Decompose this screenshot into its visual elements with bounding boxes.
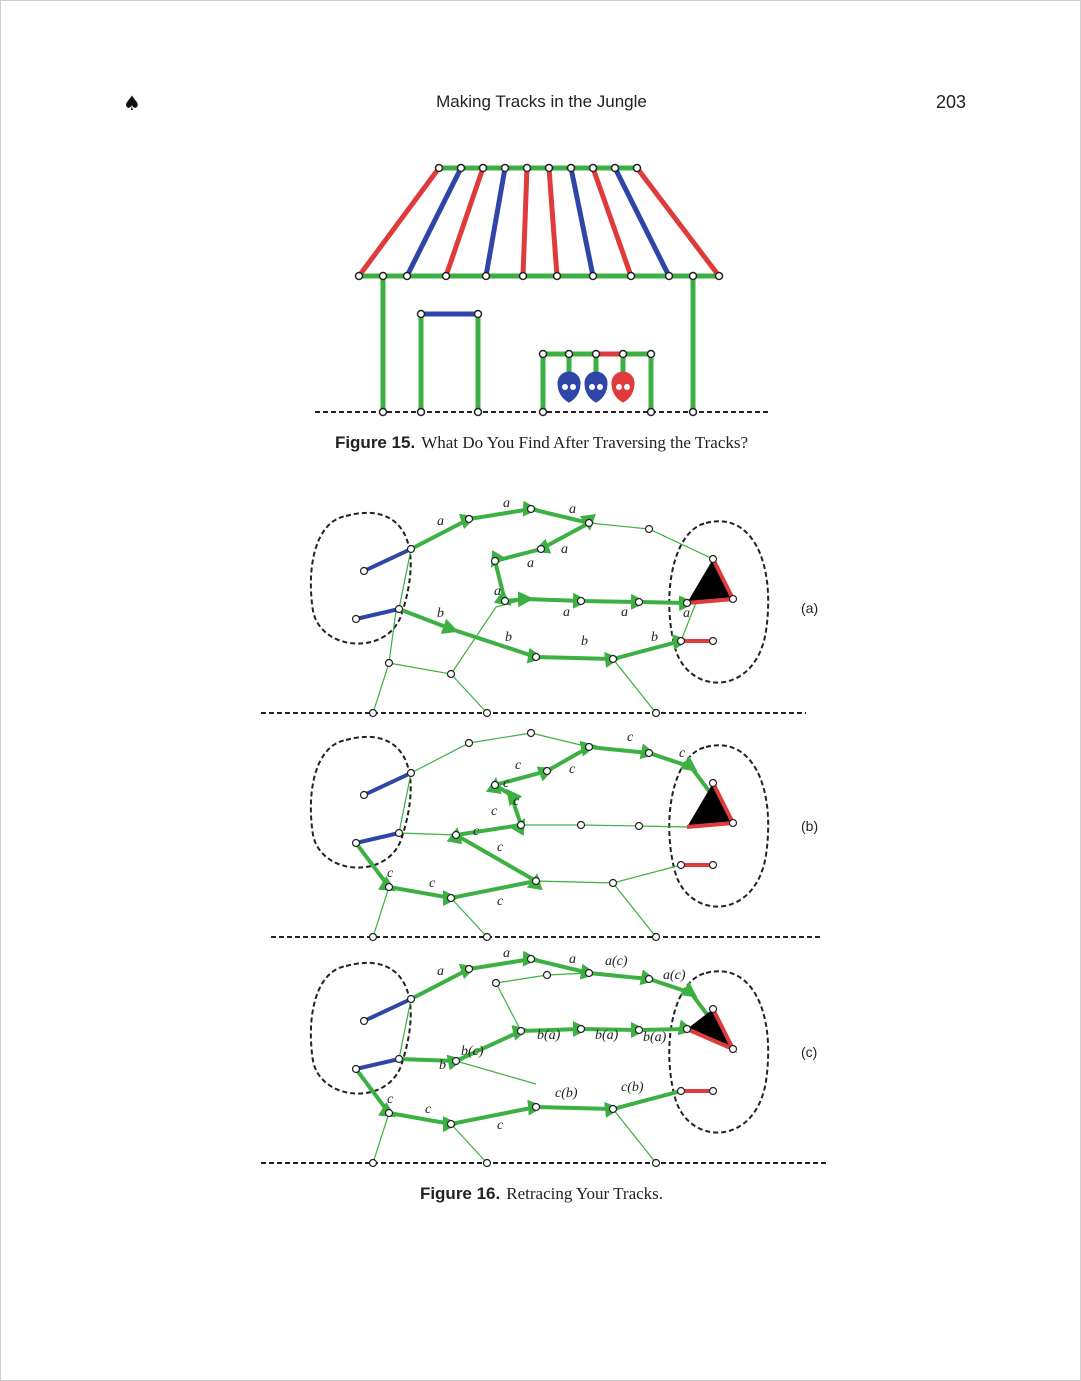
track-label: c: [387, 866, 394, 881]
panel-c: a a a a(c) a(c) b b(c) b(a) b(a) b(a) c(…: [261, 946, 826, 1168]
track-label: c: [497, 1118, 504, 1133]
track-label: a: [683, 606, 690, 621]
spade-icon: ♠: [123, 91, 141, 115]
track-label: a: [437, 964, 444, 979]
track-label: a: [527, 556, 534, 571]
track-label: c: [497, 840, 504, 855]
door: [418, 311, 481, 415]
rafter: [404, 165, 464, 279]
running-head: ♠ Making Tracks in the Jungle 203: [1, 91, 1081, 115]
panel-b: c c c c c c c c c c c c (b): [271, 728, 821, 942]
track-label: b(a): [643, 1030, 667, 1045]
track-label: c: [425, 1102, 432, 1117]
rafter: [612, 165, 672, 279]
track-label: b: [505, 630, 512, 645]
hanging-figures: [557, 371, 635, 403]
track-label: a: [561, 542, 568, 557]
rafter: [546, 165, 560, 279]
left-loop: [309, 511, 412, 645]
page-number: 203: [935, 92, 966, 112]
track-label: b(a): [537, 1028, 561, 1043]
rafter: [443, 165, 486, 279]
track-label: c: [627, 730, 634, 745]
track-label: b: [439, 1058, 446, 1073]
figure-15-text: What Do You Find After Traversing the Tr…: [421, 433, 749, 452]
track-label: c: [491, 804, 498, 819]
track-label: c: [497, 894, 504, 909]
figure-16-caption: Figure 16. Retracing Your Tracks.: [1, 1184, 1081, 1204]
rafter: [590, 165, 634, 279]
rafter: [634, 165, 722, 279]
track-label: c: [473, 824, 480, 839]
track-label: c: [513, 794, 520, 809]
track-label: b: [437, 606, 444, 621]
track-label: b(c): [461, 1044, 484, 1059]
track-label: c: [503, 776, 510, 791]
track-label: a: [437, 514, 444, 529]
track-label: c(b): [555, 1086, 578, 1101]
panel-a-tag: (a): [801, 600, 818, 616]
figure-15-caption: Figure 15. What Do You Find After Travers…: [1, 433, 1081, 453]
track-label: a(c): [605, 954, 628, 969]
track-label: c: [515, 758, 522, 773]
track-label: b: [581, 634, 588, 649]
track-label: b: [651, 630, 658, 645]
panel-a: a a a a a a a a a b b b b (a): [261, 496, 818, 718]
track-label: c: [387, 1092, 394, 1107]
figure-16-text: Retracing Your Tracks.: [506, 1184, 664, 1203]
track-label: c(b): [621, 1080, 644, 1095]
track-label: a(c): [663, 968, 686, 983]
panel-c-tag: (c): [801, 1044, 817, 1060]
track-label: c: [569, 762, 576, 777]
track-label: b(a): [595, 1028, 619, 1043]
track-label: a: [503, 496, 510, 511]
rafter: [483, 165, 508, 279]
track-label: a: [621, 605, 628, 620]
figure-15-house: [315, 163, 769, 417]
track-label: c: [679, 746, 686, 761]
rafter: [356, 165, 442, 279]
track-label: a: [563, 605, 570, 620]
track-label: a: [569, 502, 576, 517]
track-label: a: [503, 946, 510, 961]
running-title: Making Tracks in the Jungle: [436, 92, 647, 111]
figure-16-label: Figure 16.: [419, 1184, 501, 1203]
rafter: [520, 165, 530, 279]
figure-16-tracks: a a a a a a a a a b b b b (a): [261, 496, 826, 1168]
track-label: a: [494, 584, 501, 599]
track-label: a: [569, 952, 576, 967]
rafter: [568, 165, 596, 279]
track-label: c: [429, 876, 436, 891]
figure-15-label: Figure 15.: [334, 433, 416, 452]
panel-b-tag: (b): [801, 818, 818, 834]
